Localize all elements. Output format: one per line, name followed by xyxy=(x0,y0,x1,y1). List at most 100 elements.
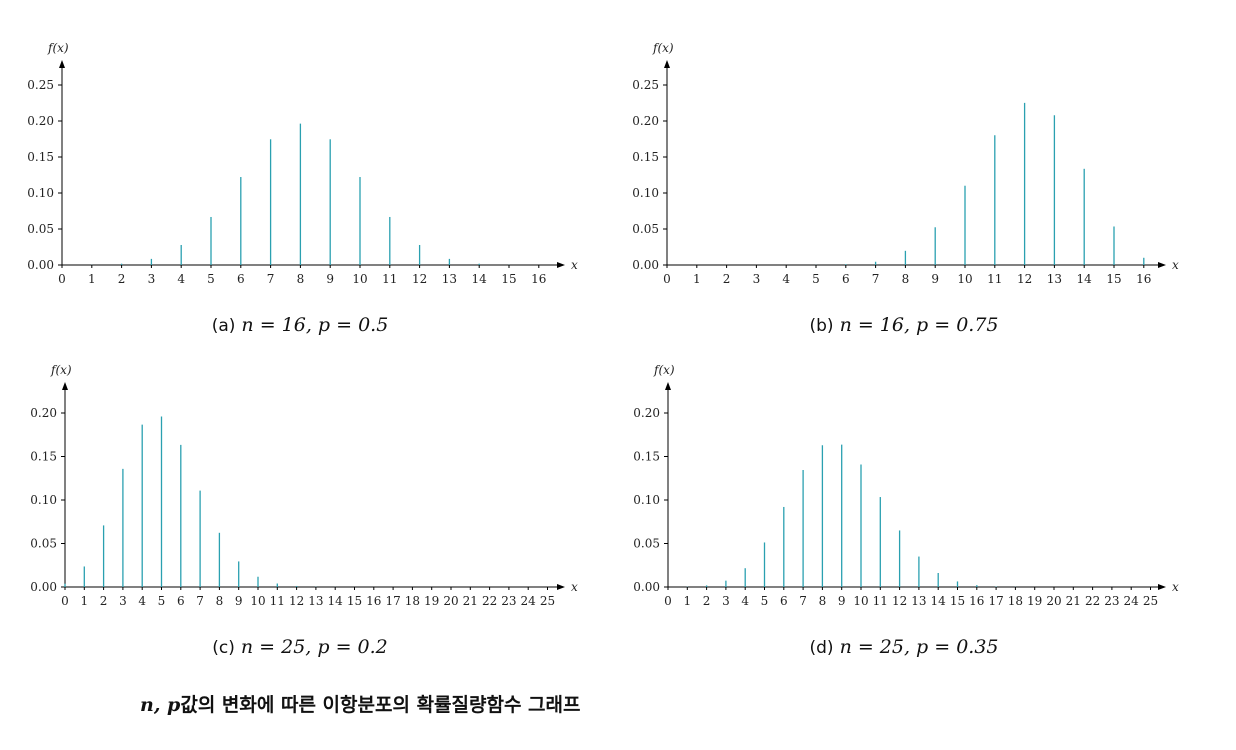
x-tick-label: 22 xyxy=(1085,594,1100,608)
y-tick-label: 0.15 xyxy=(633,450,660,464)
binomial-pmf-chart-a: f(x)x0.000.050.100.150.200.250 1 2 3 4 5 6 7 8 9 1… xyxy=(27,41,578,286)
x-tick-label: 0 xyxy=(663,272,671,286)
caption-params: n = 25, p = 0.2 xyxy=(240,636,388,658)
x-tick-label: 15 xyxy=(501,272,516,286)
x-tick-label: 16 xyxy=(1136,272,1151,286)
x-tick-label: 7 xyxy=(267,272,275,286)
x-tick-label: 18 xyxy=(1008,594,1023,608)
y-axis-label: f(x) xyxy=(50,363,72,377)
x-tick-label: 4 xyxy=(138,594,146,608)
y-axis-label: f(x) xyxy=(653,363,675,377)
y-tick-label: 0.20 xyxy=(27,114,54,128)
caption-params: n = 16, p = 0.75 xyxy=(839,314,999,336)
y-tick-label: 0.15 xyxy=(27,150,54,164)
x-tick-label: 23 xyxy=(501,594,516,608)
x-tick-label: 4 xyxy=(782,272,790,286)
caption-label: (a) xyxy=(211,316,236,336)
x-axis-label: x xyxy=(1172,580,1179,594)
chart-panel-c: f(x) x 0.00 0.05 0.10 0.15 0.20 0 1 2 3 4 5 6 7 8 9 10 11 1… xyxy=(0,340,600,624)
x-tick-label: 7 xyxy=(799,594,807,608)
x-axis-arrow xyxy=(1158,584,1166,590)
x-tick-label: 8 xyxy=(297,272,305,286)
x-tick-label: 4 xyxy=(741,594,749,608)
x-tick-label: 3 xyxy=(753,272,761,286)
caption-params: n = 16, p = 0.5 xyxy=(241,314,389,336)
x-tick-label: 8 xyxy=(819,594,827,608)
y-tick-label: 0.10 xyxy=(27,186,54,200)
caption-label: (d) xyxy=(809,638,834,658)
y-axis-arrow xyxy=(665,382,671,390)
x-tick-label: 11 xyxy=(987,272,1002,286)
x-tick-label: 13 xyxy=(308,594,323,608)
x-tick-label: 1 xyxy=(683,594,691,608)
x-tick-label: 23 xyxy=(1104,594,1119,608)
x-tick-label: 25 xyxy=(1143,594,1158,608)
x-tick-label: 25 xyxy=(540,594,555,608)
x-tick-label: 6 xyxy=(177,594,185,608)
x-tick-label: 7 xyxy=(872,272,880,286)
x-tick-label: 21 xyxy=(1066,594,1081,608)
x-axis-arrow xyxy=(557,262,565,268)
x-tick-label: 10 xyxy=(957,272,972,286)
figure-title-text: 값의 변화에 따른 이항분포의 확률질량함수 그래프 xyxy=(180,694,581,716)
x-tick-label: 16 xyxy=(531,272,546,286)
x-tick-label: 21 xyxy=(463,594,478,608)
x-tick-label: 17 xyxy=(988,594,1003,608)
x-tick-label: 13 xyxy=(442,272,457,286)
x-tick-label: 8 xyxy=(902,272,910,286)
chart-panel-a: f(x) x 0.00 0.05 0.10 0.15 0.20 0.25 0 1 2 3 4 5 6 7 8 9 1… xyxy=(0,0,600,304)
x-tick-label: 13 xyxy=(911,594,926,608)
x-tick-label: 3 xyxy=(148,272,156,286)
y-tick-label: 0.00 xyxy=(30,580,57,594)
figure-title: n, p값의 변화에 따른 이항분포의 확률질량함수 그래프 xyxy=(140,690,581,717)
y-tick-label: 0.20 xyxy=(632,114,659,128)
y-tick-label: 0.00 xyxy=(632,258,659,272)
x-tick-label: 1 xyxy=(693,272,701,286)
binomial-pmf-chart-d: f(x)x0.000.050.100.150.200 1 2 3 4 5 6 7 8 9 10 11 1… xyxy=(633,363,1179,608)
y-tick-label: 0.20 xyxy=(633,406,660,420)
x-tick-label: 22 xyxy=(482,594,497,608)
caption-label: (b) xyxy=(809,316,834,336)
y-tick-label: 0.05 xyxy=(27,222,54,236)
x-tick-label: 5 xyxy=(761,594,769,608)
x-tick-label: 3 xyxy=(722,594,730,608)
x-tick-label: 7 xyxy=(196,594,204,608)
y-tick-label: 0.05 xyxy=(30,537,57,551)
x-tick-label: 9 xyxy=(931,272,939,286)
x-tick-label: 10 xyxy=(853,594,868,608)
x-tick-label: 2 xyxy=(723,272,731,286)
x-tick-label: 0 xyxy=(58,272,66,286)
x-tick-label: 20 xyxy=(443,594,458,608)
y-tick-label: 0.05 xyxy=(633,537,660,551)
y-tick-label: 0.25 xyxy=(632,78,659,92)
x-axis-label: x xyxy=(571,580,578,594)
x-axis-label: x xyxy=(571,258,578,272)
x-tick-label: 16 xyxy=(366,594,381,608)
chart-panel-b: f(x) x 0.00 0.05 0.10 0.15 0.20 0.25 0 1 2 3 4 5 6 7 8 9 1… xyxy=(604,0,1204,304)
x-tick-label: 3 xyxy=(119,594,127,608)
caption-d: (d) n = 25, p = 0.35 xyxy=(604,636,1204,658)
figure-title-vars: n, p xyxy=(140,694,181,716)
x-tick-label: 12 xyxy=(412,272,427,286)
x-tick-label: 15 xyxy=(950,594,965,608)
y-tick-label: 0.10 xyxy=(632,186,659,200)
x-tick-label: 11 xyxy=(270,594,285,608)
y-axis-arrow xyxy=(62,382,68,390)
x-tick-label: 4 xyxy=(177,272,185,286)
x-tick-label: 2 xyxy=(100,594,108,608)
x-tick-label: 8 xyxy=(216,594,224,608)
y-axis-arrow xyxy=(664,60,670,68)
x-tick-label: 6 xyxy=(237,272,245,286)
x-axis-arrow xyxy=(557,584,565,590)
binomial-pmf-chart-b: f(x)x0.000.050.100.150.200.250 1 2 3 4 5 6 7 8 9 1… xyxy=(632,41,1179,286)
x-tick-label: 20 xyxy=(1046,594,1061,608)
x-tick-label: 18 xyxy=(405,594,420,608)
x-tick-label: 9 xyxy=(838,594,846,608)
caption-label: (c) xyxy=(212,638,235,658)
x-tick-label: 14 xyxy=(931,594,947,608)
x-tick-label: 1 xyxy=(80,594,88,608)
x-tick-label: 11 xyxy=(382,272,397,286)
x-tick-label: 5 xyxy=(158,594,166,608)
x-axis-label: x xyxy=(1172,258,1179,272)
y-tick-label: 0.10 xyxy=(30,493,57,507)
